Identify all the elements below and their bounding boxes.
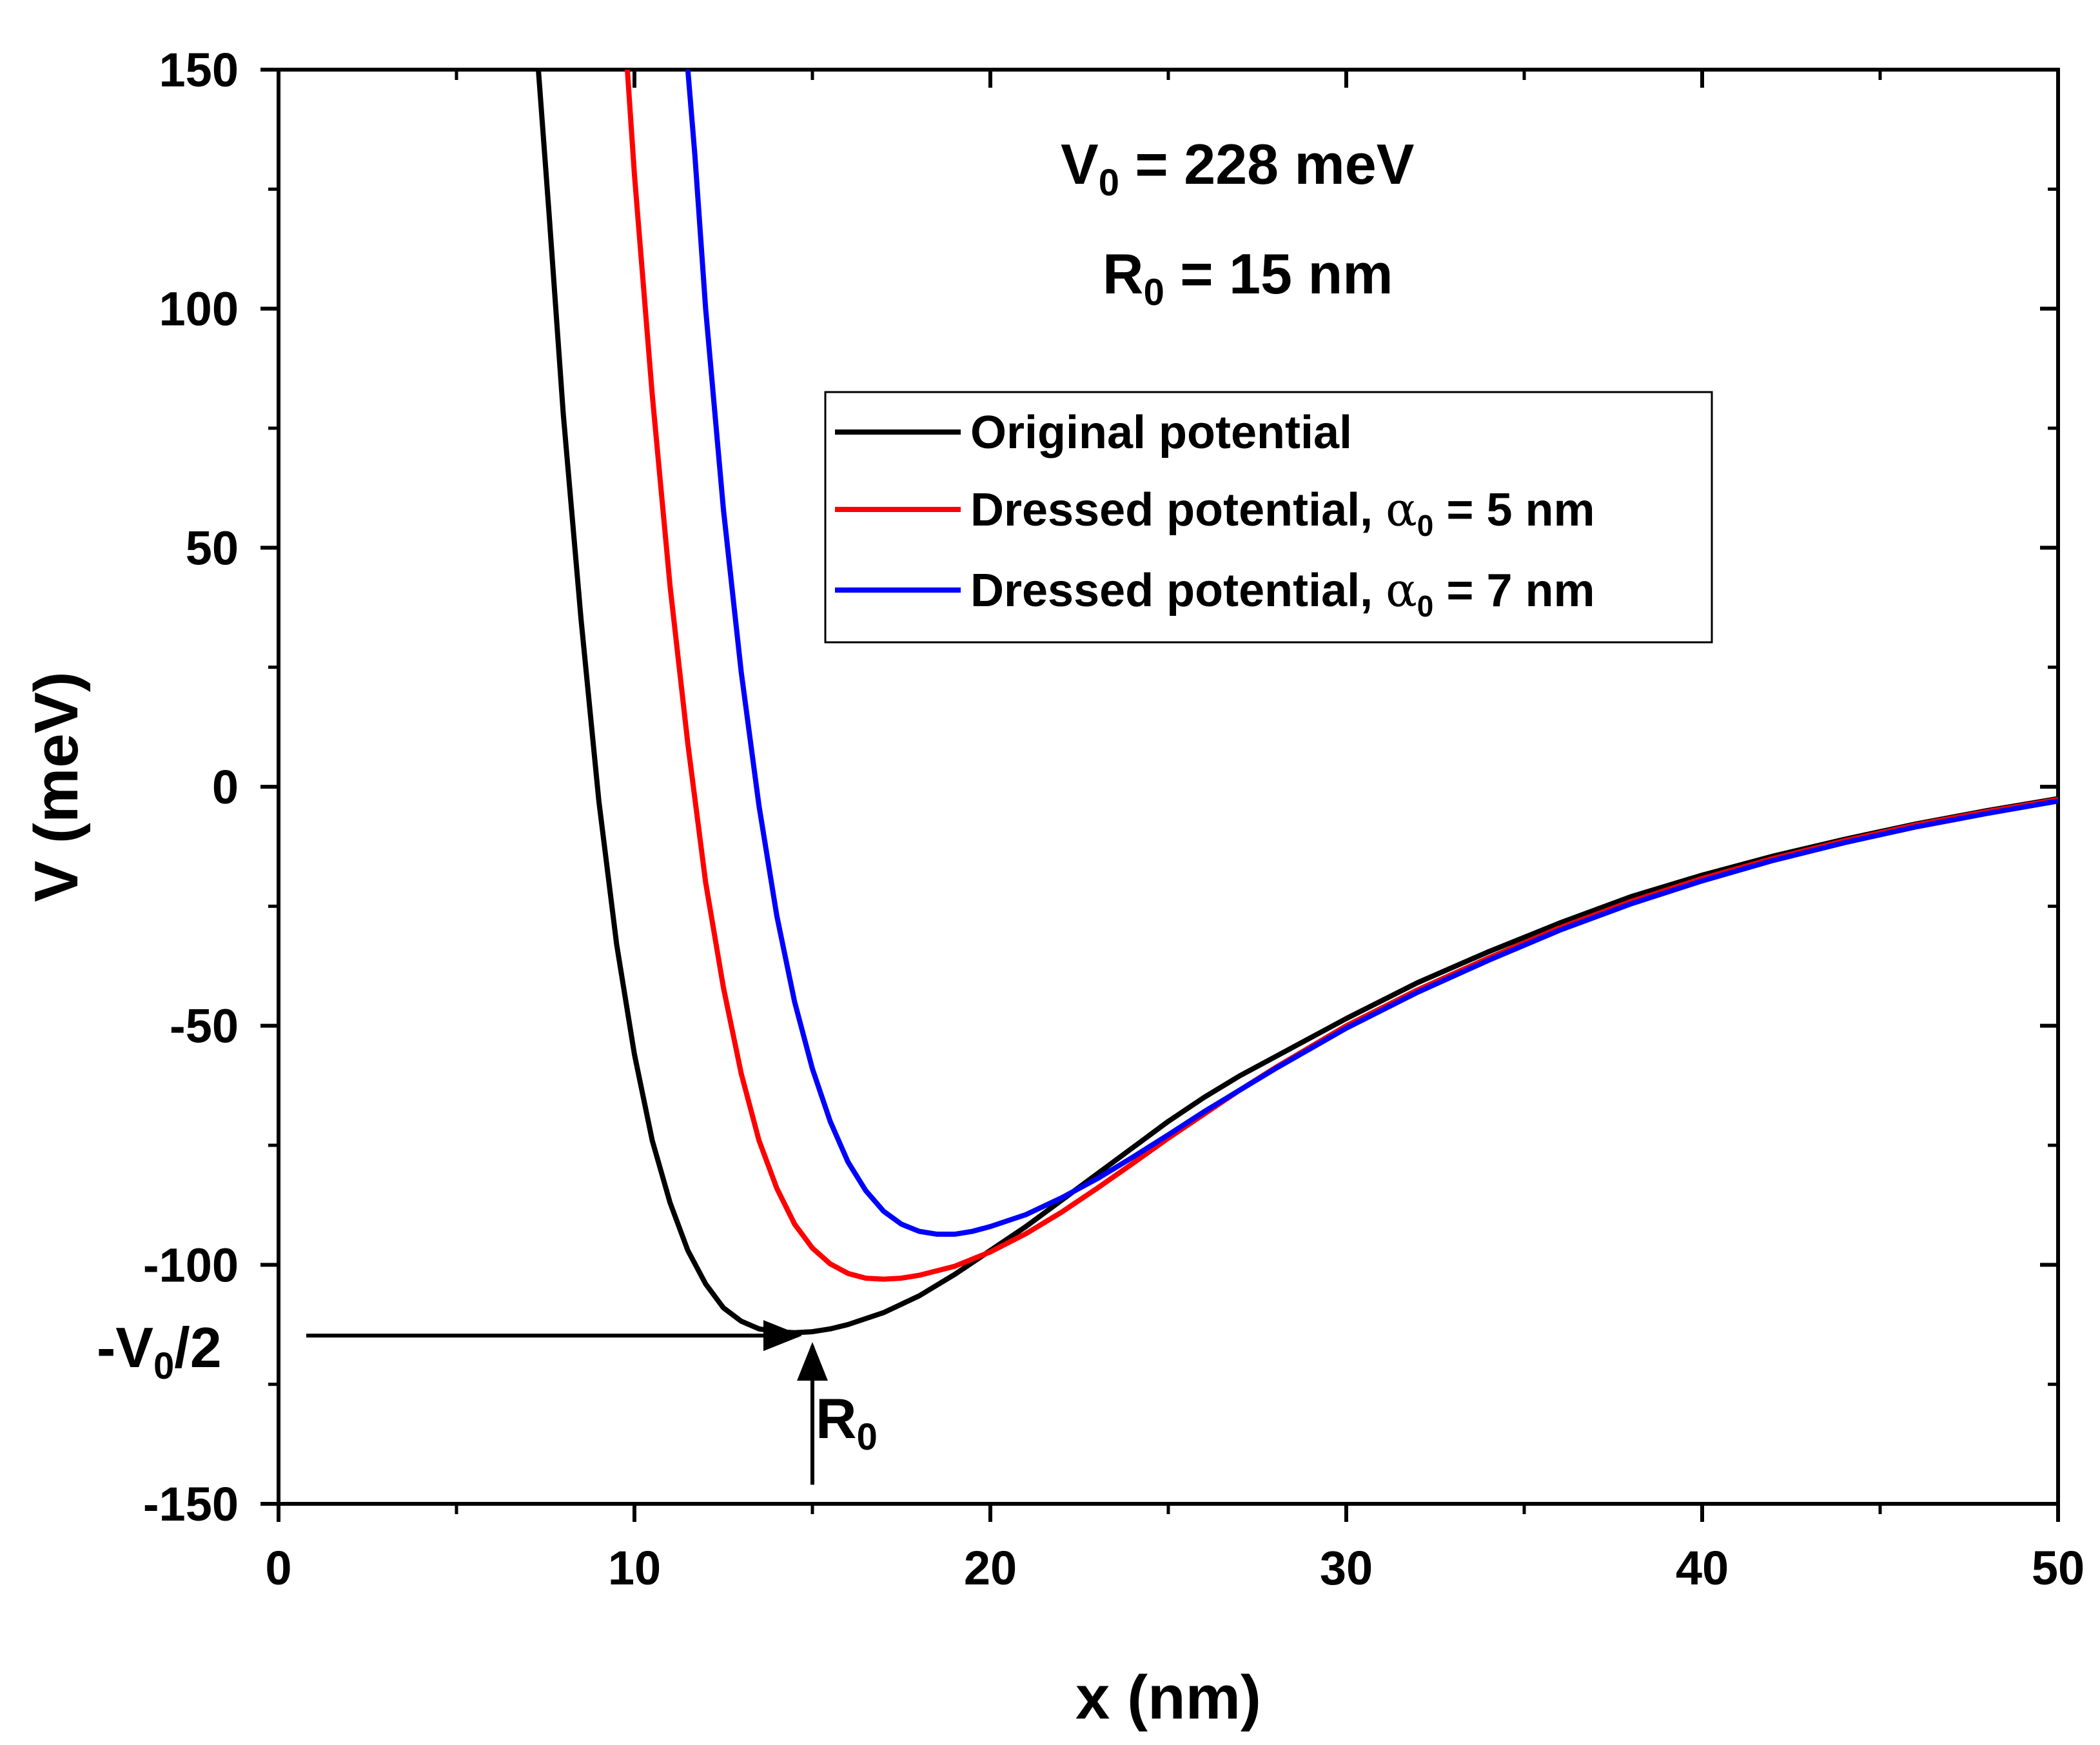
r0-marker-label: R0 (816, 1386, 878, 1458)
x-tick-label: 50 (2032, 1541, 2085, 1595)
legend-box (824, 391, 1713, 644)
series-line-dressed-7nm (685, 70, 2058, 1237)
y-axis-ticks: 150 100 50 0 -50 -100 -150 (143, 43, 2058, 1531)
y-tick-label: 100 (159, 282, 239, 336)
x-tick-label: 10 (608, 1541, 661, 1595)
x-tick-label: 40 (1676, 1541, 1729, 1595)
y-tick-label: 150 (159, 43, 239, 97)
x-axis-title: x (nm) (1075, 1663, 1261, 1732)
legend-label-dressed-7nm: Dressed potential, α0 = 7 nm (970, 563, 1595, 623)
series-group (536, 70, 2058, 1336)
minus-v0-half-label: -V0/2 (97, 1316, 222, 1387)
y-tick-label: 50 (186, 521, 239, 575)
x-axis-ticks: 0 10 20 30 40 50 (265, 70, 2085, 1595)
y-tick-label: -150 (143, 1477, 239, 1531)
v0-annotation: V0 = 228 meV (1061, 132, 1415, 204)
r0-annotation: R0 = 15 nm (1103, 242, 1393, 313)
y-tick-label: -100 (143, 1238, 239, 1292)
x-tick-label: 30 (1320, 1541, 1373, 1595)
legend-label-original: Original potential (970, 407, 1352, 458)
x-tick-label: 0 (265, 1541, 291, 1595)
y-tick-label: -50 (170, 1000, 239, 1053)
y-tick-label: 0 (212, 760, 239, 814)
x-tick-label: 20 (964, 1541, 1017, 1595)
y-axis-title: V (meV) (22, 671, 91, 902)
legend-label-dressed-5nm: Dressed potential, α0 = 5 nm (970, 482, 1595, 542)
legend: Original potential Dressed potential, α0… (824, 391, 1713, 644)
series-line-original (536, 70, 2058, 1336)
